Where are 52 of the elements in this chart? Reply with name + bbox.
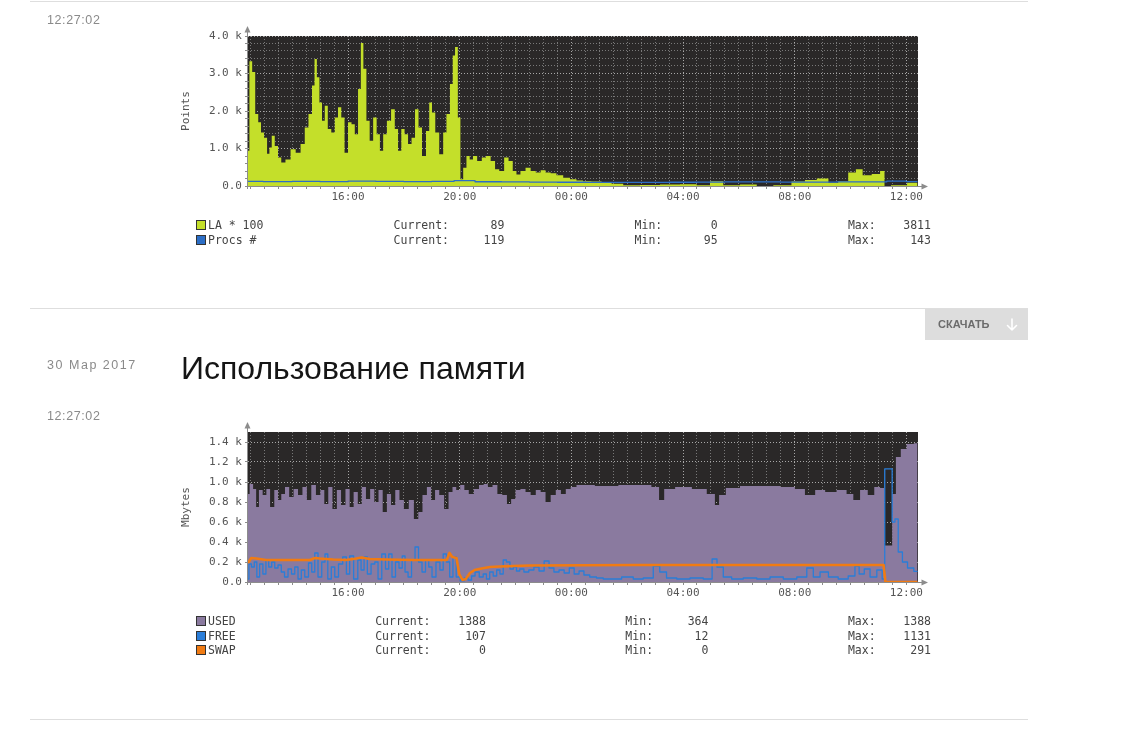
y-tick-label: 1.2 k — [208, 454, 243, 468]
y-tick-label: 0.0 — [222, 574, 242, 588]
y-tick-label: 4.0 k — [208, 28, 243, 42]
legend-label: SWAP — [208, 643, 236, 658]
text: Current: 119 — [393, 232, 505, 247]
x-tick-label: 16:00 — [331, 190, 365, 204]
text: 12:27:02 — [47, 13, 101, 28]
y-tick-label: 1.4 k — [208, 434, 243, 448]
text: Max: 3811 — [847, 218, 931, 233]
y-tick-label: 1.0 k — [208, 141, 243, 155]
x-tick-label: 16:00 — [331, 586, 365, 600]
text: Min: 95 — [634, 232, 718, 247]
y-tick-label: 0.2 k — [208, 554, 243, 568]
text: Max: 143 — [847, 232, 931, 247]
text: 12:27:02 — [47, 409, 101, 424]
y-axis-title: Mbytes — [179, 487, 193, 527]
text: Min: 364 — [625, 614, 709, 629]
x-tick-label: 04:00 — [666, 586, 700, 600]
download-button: СКАЧАТЬ — [925, 309, 1028, 340]
y-tick-label: 2.0 k — [208, 103, 243, 117]
y-tick-label: 0.0 — [222, 178, 242, 192]
y-axis-title: Points — [179, 91, 193, 131]
legend-label: LA * 100 — [208, 218, 264, 233]
x-tick-label: 08:00 — [778, 190, 812, 204]
text: Current: 1388 — [375, 614, 486, 629]
legend-label: USED — [208, 614, 236, 629]
y-tick-label: 0.8 k — [208, 494, 243, 508]
legend-label: Procs # — [208, 232, 257, 247]
text: Max: 1388 — [847, 614, 931, 629]
text: Min: 0 — [625, 643, 709, 658]
legend-label: FREE — [208, 628, 236, 643]
text: Max: 291 — [847, 643, 931, 658]
text: Min: 12 — [625, 628, 709, 643]
x-tick-label: 12:00 — [889, 190, 923, 204]
y-tick-label: 0.6 k — [208, 514, 243, 528]
chart-title: Использование памяти — [181, 350, 526, 386]
y-tick-label: 0.4 k — [208, 534, 243, 548]
x-tick-label: 12:00 — [889, 586, 923, 600]
text: Min: 0 — [634, 218, 718, 233]
text: Max: 1131 — [847, 628, 931, 643]
x-tick-label: 20:00 — [443, 190, 477, 204]
x-tick-label: 00:00 — [554, 190, 588, 204]
x-tick-label: 00:00 — [554, 586, 588, 600]
text: Current: 107 — [375, 628, 486, 643]
text: Current: 0 — [375, 643, 486, 658]
y-tick-label: 3.0 k — [208, 66, 243, 80]
text: 30 Мар 2017 — [47, 358, 137, 373]
x-tick-label: 04:00 — [666, 190, 700, 204]
y-tick-label: 1.0 k — [208, 474, 243, 488]
x-tick-label: 20:00 — [443, 586, 477, 600]
text: Current: 89 — [393, 218, 505, 233]
x-tick-label: 08:00 — [778, 586, 812, 600]
